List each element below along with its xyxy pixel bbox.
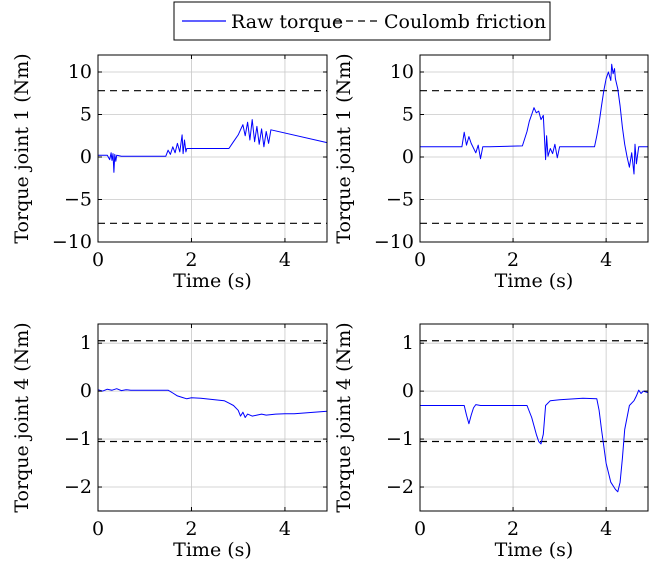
y-tick-label: 0 bbox=[402, 380, 414, 402]
y-tick-label: −5 bbox=[64, 189, 92, 211]
y-tick-label: 5 bbox=[402, 104, 414, 126]
x-axis-label: Time (s) bbox=[173, 270, 252, 292]
y-tick-label: 5 bbox=[80, 104, 92, 126]
x-tick-label: 4 bbox=[279, 518, 291, 540]
x-tick-label: 2 bbox=[507, 518, 519, 540]
x-tick-label: 2 bbox=[185, 518, 197, 540]
y-tick-label: −1 bbox=[386, 428, 414, 450]
x-tick-label: 4 bbox=[600, 249, 612, 271]
x-tick-label: 0 bbox=[92, 518, 104, 540]
y-tick-label: 0 bbox=[402, 146, 414, 168]
y-tick-label: 0 bbox=[80, 146, 92, 168]
y-axis-label: Torque joint 1 (Nm) bbox=[11, 53, 33, 243]
panel-4: 0 2 4 −2 −1 0 1 Time (s) Torque joint 4 (Nm) bbox=[333, 322, 649, 561]
y-tick-label: −10 bbox=[374, 231, 414, 253]
y-tick-label: −1 bbox=[64, 428, 92, 450]
x-tick-label: 4 bbox=[279, 249, 291, 271]
legend-coulomb-friction-label: Coulomb friction bbox=[384, 11, 546, 33]
y-tick-label: 10 bbox=[68, 61, 92, 83]
x-axis-label: Time (s) bbox=[495, 270, 574, 292]
y-axis-label: Torque joint 4 (Nm) bbox=[333, 322, 355, 512]
raw-torque-line bbox=[420, 389, 649, 493]
panel-1: 0 2 4 −10 −5 0 5 10 Time (s) Torque joint 1 (Nm) bbox=[11, 53, 328, 292]
x-tick-label: 0 bbox=[414, 518, 426, 540]
y-tick-label: 10 bbox=[390, 61, 414, 83]
x-tick-label: 2 bbox=[185, 249, 197, 271]
raw-torque-line bbox=[98, 119, 328, 173]
plot-frame bbox=[419, 323, 649, 512]
y-axis-label: Torque joint 4 (Nm) bbox=[11, 322, 33, 512]
panel-3: 0 2 4 −2 −1 0 1 Time (s) Torque joint 4 (Nm) bbox=[11, 322, 328, 561]
x-tick-label: 0 bbox=[92, 249, 104, 271]
y-tick-label: 1 bbox=[402, 332, 414, 354]
x-tick-label: 0 bbox=[414, 249, 426, 271]
raw-torque-line bbox=[97, 388, 328, 418]
y-tick-label: −2 bbox=[64, 476, 92, 498]
x-axis-label: Time (s) bbox=[173, 539, 252, 561]
y-axis-label: Torque joint 1 (Nm) bbox=[333, 53, 355, 243]
x-tick-label: 2 bbox=[507, 249, 519, 271]
y-tick-label: 0 bbox=[80, 380, 92, 402]
y-tick-label: 1 bbox=[80, 332, 92, 354]
x-axis-label: Time (s) bbox=[495, 539, 574, 561]
plot-frame bbox=[419, 54, 649, 243]
raw-torque-line bbox=[420, 63, 648, 175]
legend-raw-torque-label: Raw torque bbox=[231, 11, 343, 33]
panel-2: 0 2 4 −10 −5 0 5 10 Time (s) Torque joint 1 (Nm) bbox=[333, 53, 649, 292]
y-tick-label: −5 bbox=[386, 189, 414, 211]
plot-frame bbox=[97, 54, 328, 243]
x-tick-label: 4 bbox=[600, 518, 612, 540]
plot-frame bbox=[97, 323, 328, 512]
legend: Raw torque Coulomb friction bbox=[173, 1, 551, 41]
y-tick-label: −2 bbox=[386, 476, 414, 498]
y-tick-label: −10 bbox=[52, 231, 92, 253]
